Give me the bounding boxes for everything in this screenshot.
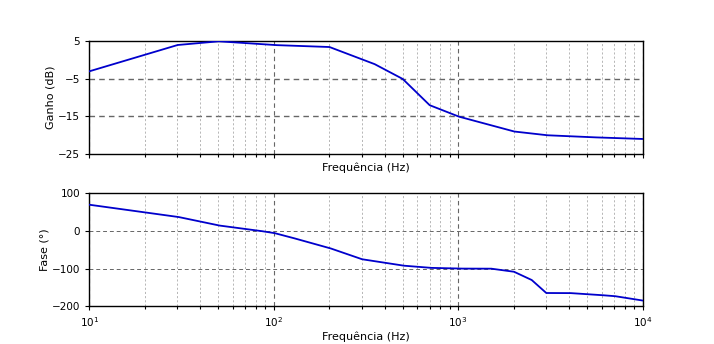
Y-axis label: Ganho (dB): Ganho (dB) <box>46 66 56 129</box>
Y-axis label: Fase (°): Fase (°) <box>39 228 49 271</box>
X-axis label: Frequência (Hz): Frequência (Hz) <box>322 332 410 342</box>
X-axis label: Frequência (Hz): Frequência (Hz) <box>322 163 410 173</box>
